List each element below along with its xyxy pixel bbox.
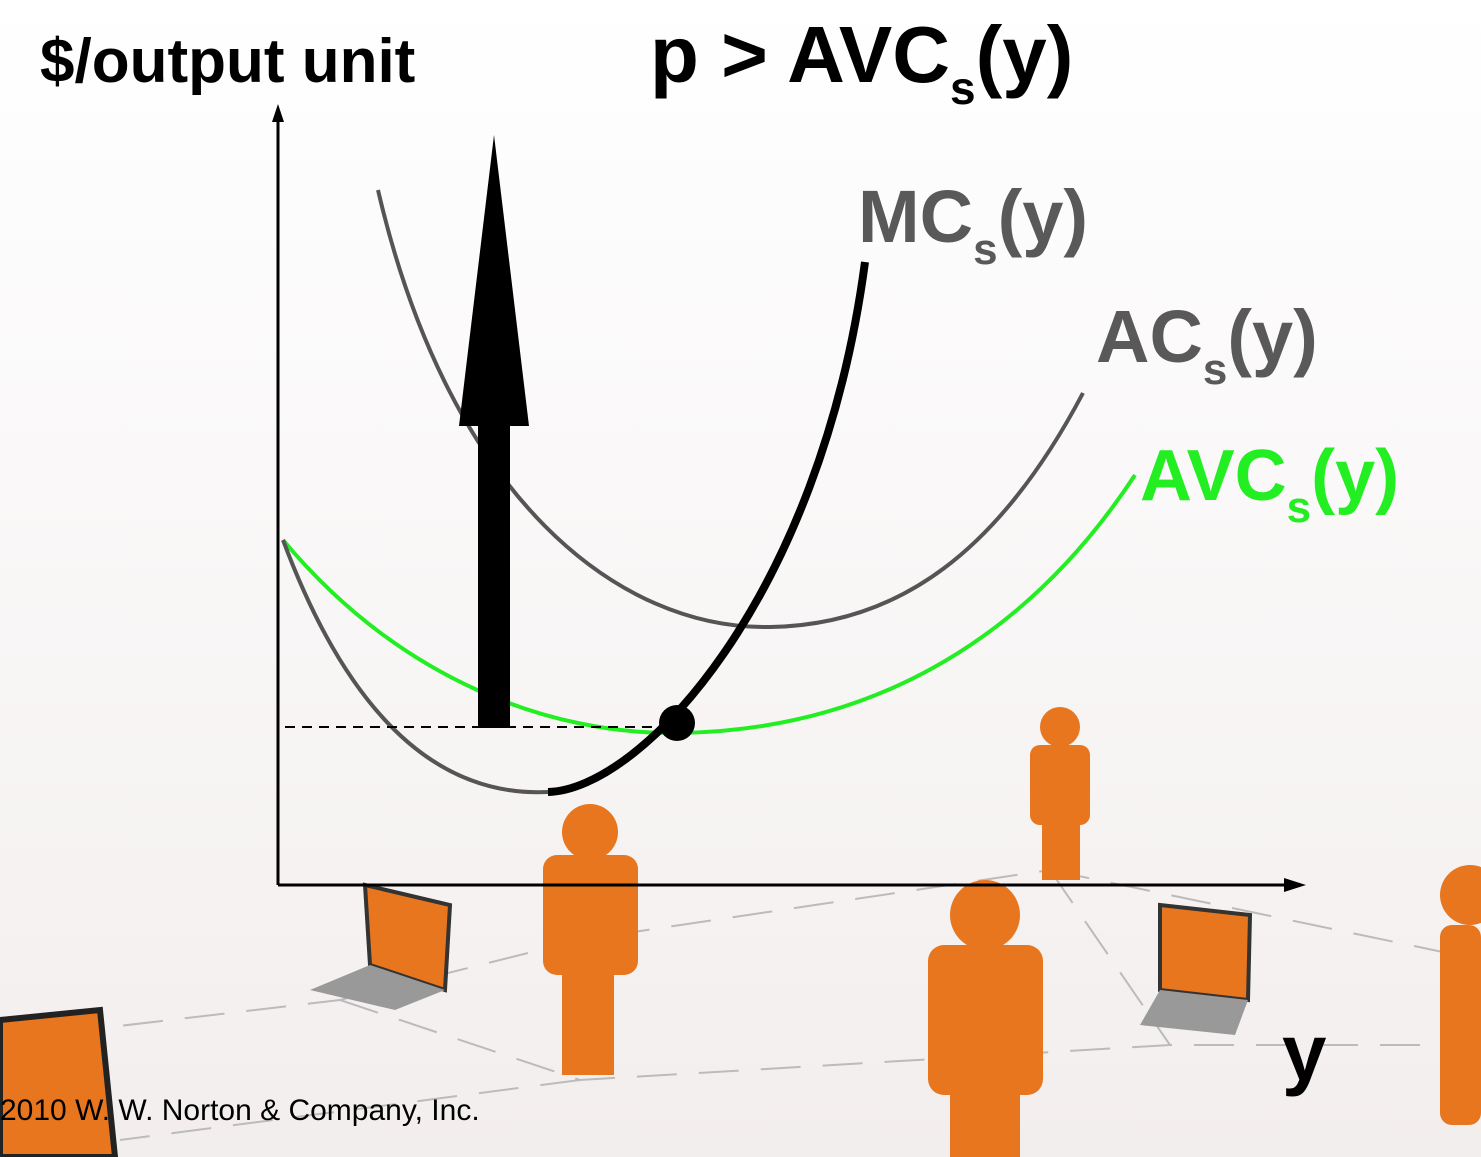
x-axis-label: y xyxy=(1282,1008,1327,1097)
mc-curve-lower xyxy=(281,539,549,795)
shutdown-point xyxy=(659,705,695,741)
ac-label: ACs(y) xyxy=(1096,295,1318,394)
price-arrow-head xyxy=(459,135,529,426)
laptops xyxy=(0,882,1253,1157)
title: p > AVCs(y) xyxy=(650,10,1073,114)
price-arrow-shaft xyxy=(478,424,510,728)
ac-curve xyxy=(376,189,1085,630)
copyright: 2010 W. W. Norton & Company, Inc. xyxy=(0,1094,480,1127)
x-axis-arrowhead xyxy=(1284,878,1306,892)
avc-label: AVCs(y) xyxy=(1140,436,1399,532)
y-axis-label: $/output unit xyxy=(40,27,415,96)
y-axis-arrowhead xyxy=(272,104,284,122)
axes xyxy=(276,112,1292,887)
mc-curve-supply xyxy=(547,261,869,796)
mc-label: MCs(y) xyxy=(858,175,1088,274)
